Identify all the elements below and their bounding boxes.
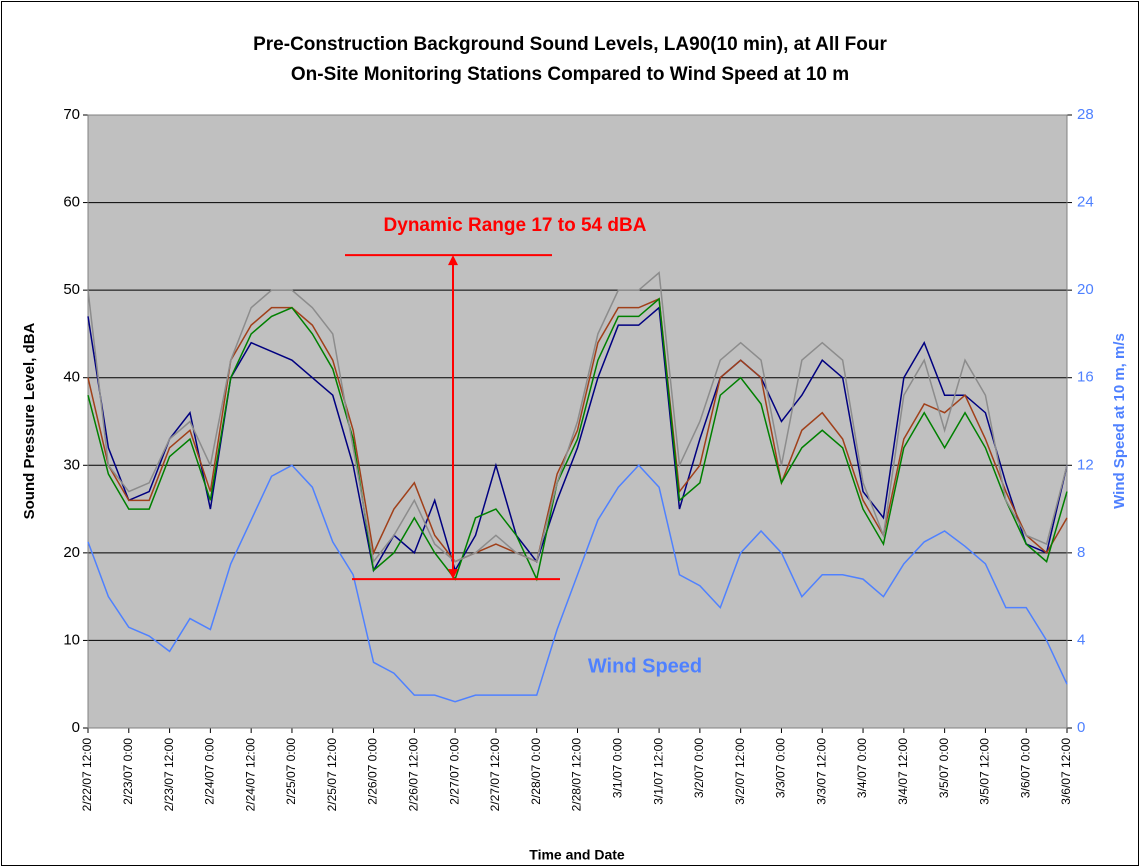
x-tick-label: 2/26/07 0:00	[366, 738, 380, 805]
x-tick-label: 3/5/07 0:00	[937, 738, 951, 798]
y-tick-label: 0	[72, 719, 80, 736]
y-tick-label: 40	[63, 369, 80, 386]
x-tick-label: 2/25/07 12:00	[325, 738, 339, 812]
y2-tick-label: 20	[1077, 281, 1094, 298]
x-tick-label: 2/24/07 12:00	[243, 738, 257, 812]
x-tick-label: 3/1/07 0:00	[610, 738, 624, 798]
y2-tick-label: 12	[1077, 456, 1094, 473]
sound-line	[87, 297, 1068, 563]
range-annotation: Dynamic Range 17 to 54 dBA	[384, 215, 647, 236]
x-tick-label: 2/22/07 12:00	[80, 738, 94, 812]
x-tick-label: 3/2/07 0:00	[692, 738, 706, 798]
wind-line	[87, 464, 1068, 703]
y-tick-label: 60	[63, 194, 80, 211]
x-tick-label: 3/4/07 0:00	[855, 738, 869, 798]
x-tick-label: 3/3/07 0:00	[774, 738, 788, 798]
wind-annotation: Wind Speed	[588, 655, 702, 677]
chart-title: On-Site Monitoring Stations Compared to …	[291, 64, 849, 85]
y-tick-label: 70	[63, 106, 80, 123]
y-tick-label: 10	[63, 631, 80, 648]
x-tick-label: 2/27/07 0:00	[447, 738, 461, 805]
x-tick-label: 3/3/07 12:00	[814, 738, 828, 805]
x-tick-label: 3/6/07 0:00	[1018, 738, 1032, 798]
sound-line	[87, 306, 1068, 573]
x-tick-label: 2/25/07 0:00	[284, 738, 298, 805]
x-tick-label: 2/24/07 0:00	[203, 738, 217, 805]
x-tick-label: 3/6/07 12:00	[1059, 738, 1073, 805]
y-tick-label: 30	[63, 456, 80, 473]
x-tick-label: 2/26/07 12:00	[407, 738, 421, 812]
y2-tick-label: 4	[1077, 631, 1085, 648]
y2-tick-label: 28	[1077, 106, 1094, 123]
y-tick-label: 50	[63, 281, 80, 298]
y-axis-label: Sound Pressure Level, dBA	[21, 322, 38, 519]
chart-title: Pre-Construction Background Sound Levels…	[253, 34, 887, 55]
y2-tick-label: 8	[1077, 544, 1085, 561]
y2-axis-label: Wind Speed at 10 m, m/s	[1111, 333, 1128, 509]
x-tick-label: 3/2/07 12:00	[733, 738, 747, 805]
x-tick-label: 2/27/07 12:00	[488, 738, 502, 812]
x-axis-label: Time and Date	[529, 847, 625, 863]
x-tick-label: 3/5/07 12:00	[978, 738, 992, 805]
x-tick-label: 3/4/07 12:00	[896, 738, 910, 805]
y-tick-label: 20	[63, 544, 80, 561]
x-tick-label: 2/28/07 12:00	[570, 738, 584, 812]
plot-border	[87, 114, 1068, 729]
x-tick-label: 2/23/07 12:00	[162, 738, 176, 812]
x-tick-label: 2/28/07 0:00	[529, 738, 543, 805]
sound-line	[87, 271, 1068, 564]
x-tick-label: 2/23/07 0:00	[121, 738, 135, 805]
y2-tick-label: 16	[1077, 369, 1094, 386]
x-tick-label: 3/1/07 12:00	[651, 738, 665, 805]
y2-tick-label: 24	[1077, 194, 1094, 211]
y2-tick-label: 0	[1077, 719, 1085, 736]
sound-line	[87, 297, 1068, 582]
